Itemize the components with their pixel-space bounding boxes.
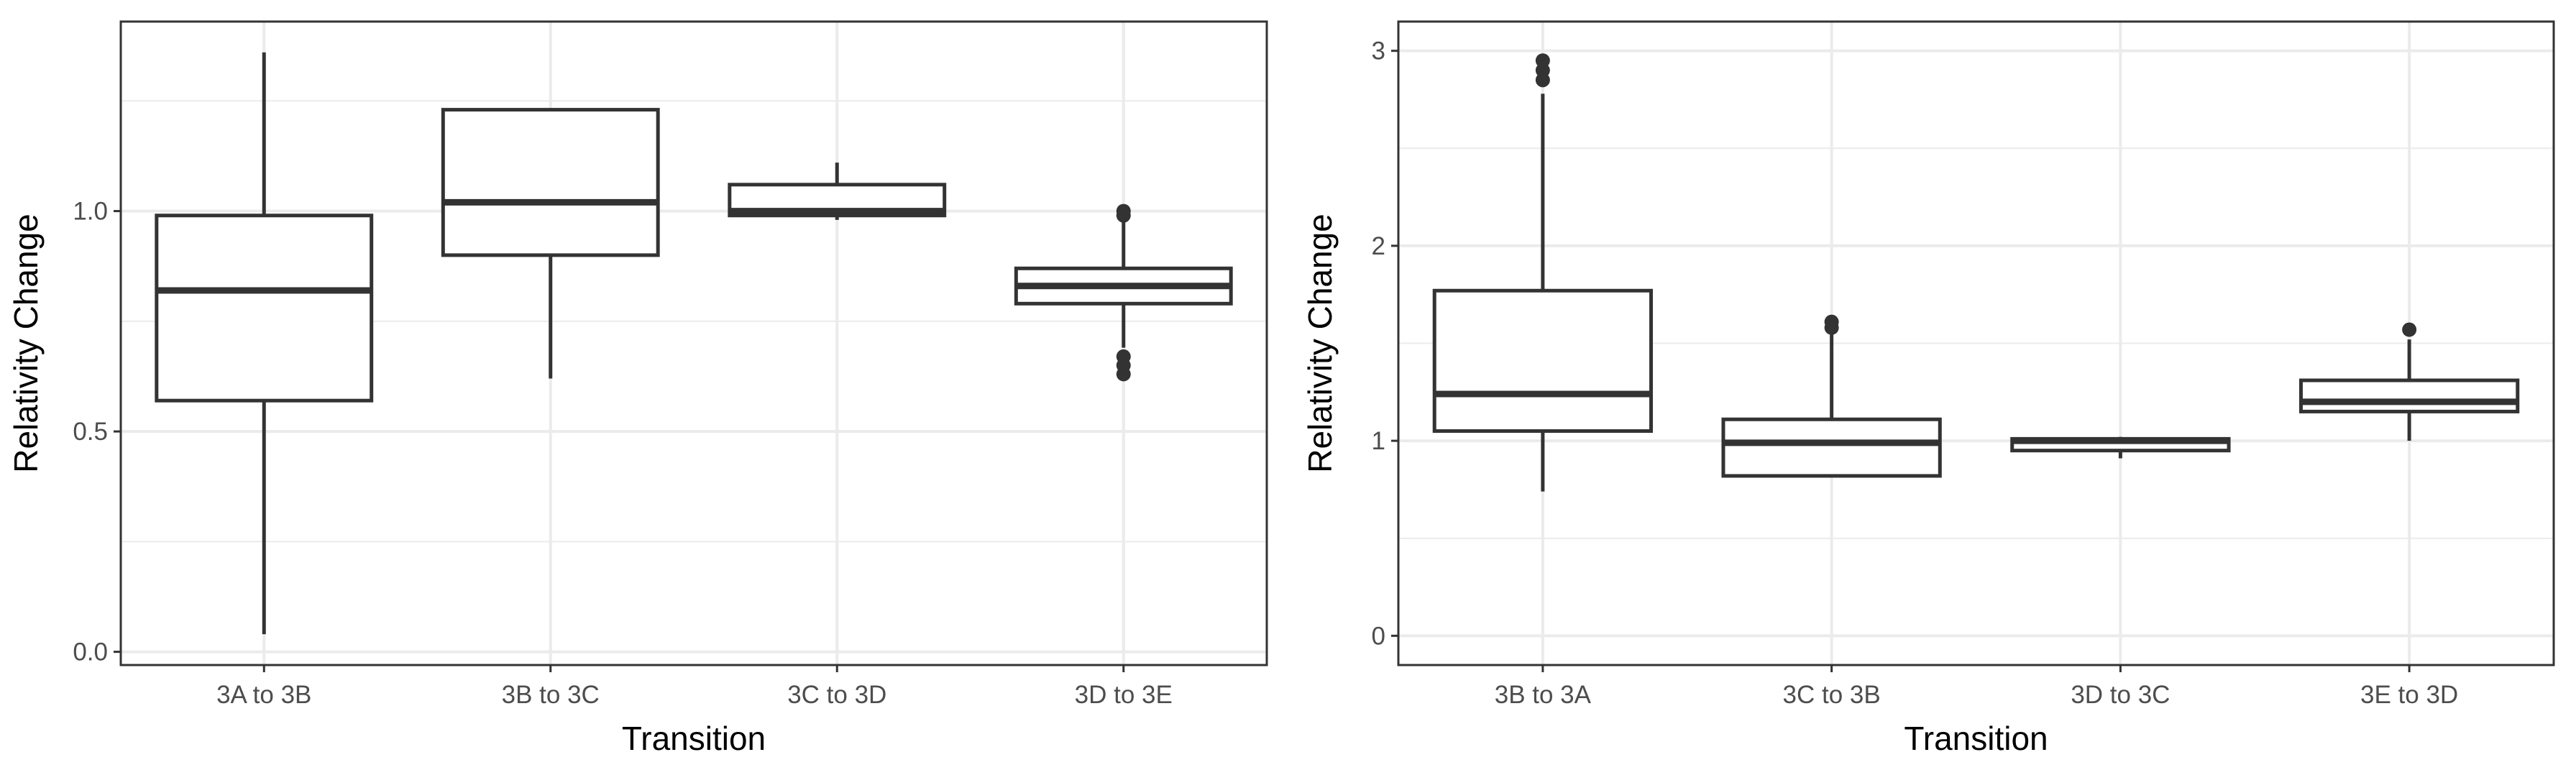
x-tick-label: 3C to 3B xyxy=(1783,681,1881,709)
panel-border xyxy=(119,20,1268,666)
box-3e-to-3d xyxy=(2298,322,2520,441)
y-tick-label: 2 xyxy=(1372,232,1385,260)
y-tick-label: 1 xyxy=(1372,427,1385,455)
outlier-point xyxy=(1535,53,1550,68)
y-axis-title: Relativity Change xyxy=(1301,214,1339,473)
box-iqr xyxy=(1721,417,1942,478)
x-tick-label: 3A to 3B xyxy=(216,681,311,709)
box-3b-to-3a xyxy=(1432,53,1654,492)
box-iqr xyxy=(1432,288,1654,434)
box-3c-to-3d xyxy=(728,162,947,220)
x-tick-label: 3B to 3C xyxy=(502,681,600,709)
x-axis-title: Transition xyxy=(622,720,766,757)
box-iqr xyxy=(2298,378,2520,413)
x-tick-label: 3C to 3D xyxy=(787,681,886,709)
outlier-point xyxy=(2402,322,2417,337)
outlier-point xyxy=(1116,208,1131,223)
box-3b-to-3c xyxy=(441,108,660,379)
y-tick-label: 1.0 xyxy=(73,198,108,226)
y-tick-label: 0.0 xyxy=(73,638,108,666)
chart-panel-2: 0 1 2 3 3B to 3A 3C to 3B 3D to 3C 3E to 3D Tran… xyxy=(1301,20,2555,757)
y-tick-label: 0.5 xyxy=(73,418,108,446)
y-tick-label: 0 xyxy=(1372,622,1385,650)
outlier-point xyxy=(1116,367,1131,382)
box-iqr xyxy=(155,214,374,403)
box-3c-to-3b xyxy=(1721,314,1942,478)
box-3a-to-3b xyxy=(155,52,374,635)
outlier-point xyxy=(1824,314,1839,329)
box-3d-to-3e xyxy=(1014,203,1233,382)
box-3d-to-3c xyxy=(2010,436,2231,459)
box-iqr xyxy=(441,108,660,257)
x-tick-label: 3B to 3A xyxy=(1495,681,1592,709)
y-tick-label: 3 xyxy=(1372,37,1385,65)
x-tick-label: 3D to 3C xyxy=(2071,681,2170,709)
panel-border xyxy=(1397,20,2555,666)
chart-panel-1: 0.0 0.5 1.0 3A to 3B 3B to 3C 3C to 3D 3D to 3… xyxy=(7,20,1268,757)
y-axis-title: Relativity Change xyxy=(7,214,45,473)
x-tick-label: 3D to 3E xyxy=(1075,681,1173,709)
x-axis-title: Transition xyxy=(1904,720,2048,757)
x-tick-label: 3E to 3D xyxy=(2360,681,2458,709)
